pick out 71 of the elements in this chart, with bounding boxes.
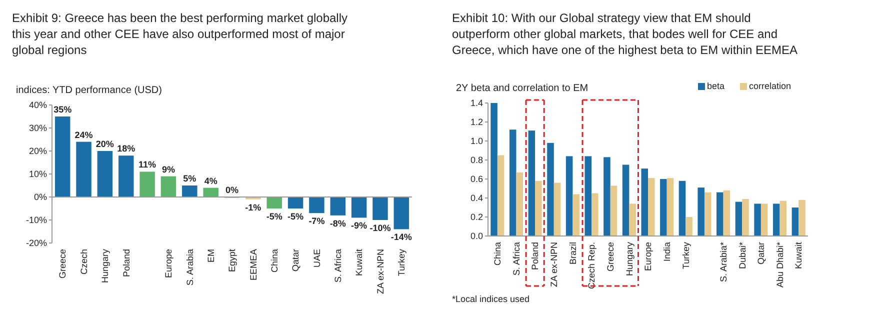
y-tick-label: 30% bbox=[28, 123, 47, 134]
data-label: 35% bbox=[54, 104, 72, 114]
data-label: -5% bbox=[288, 212, 304, 222]
x-tick-label: Czech bbox=[78, 249, 89, 275]
x-tick-label: Qatar bbox=[756, 242, 766, 265]
x-tick-label: S. Arabia* bbox=[718, 242, 728, 282]
y-tick-label: 0.8 bbox=[470, 155, 483, 166]
x-tick-label: EEMEA bbox=[248, 249, 258, 281]
x-tick-label: Turkey bbox=[680, 242, 691, 270]
y-tick-label: 20% bbox=[28, 146, 47, 156]
x-tick-label: China bbox=[492, 242, 503, 266]
data-label: -9% bbox=[351, 220, 368, 231]
data-label: 0% bbox=[225, 185, 239, 195]
data-label: 20% bbox=[96, 139, 114, 149]
x-tick-label: Egypt bbox=[227, 248, 238, 272]
x-tick-label: S. Africa bbox=[333, 249, 344, 283]
y-tick-label: 0.0 bbox=[470, 231, 483, 242]
data-label: -10% bbox=[370, 223, 391, 233]
y-tick-label: 0.2 bbox=[470, 212, 483, 222]
x-tick-label: Turkey bbox=[396, 248, 407, 276]
x-tick-label: Poland bbox=[121, 249, 132, 278]
y-tick-label: 0.6 bbox=[470, 174, 483, 184]
data-label: 11% bbox=[138, 160, 156, 170]
x-tick-label: Greece bbox=[58, 249, 68, 279]
x-tick-label: Europe bbox=[164, 249, 174, 278]
y-tick-label: 40% bbox=[28, 100, 47, 110]
y-tick-label: -20% bbox=[26, 238, 47, 248]
x-tick-label: Europe bbox=[643, 242, 654, 272]
data-label: 5% bbox=[183, 174, 196, 184]
x-tick-label: Qatar bbox=[290, 249, 301, 272]
x-tick-label: Kuwait bbox=[794, 242, 804, 270]
x-tick-label: ZA ex-NPN bbox=[375, 249, 386, 294]
chart-subtitle: 2Y beta and correlation to EM bbox=[456, 83, 588, 94]
y-tick-label: 1.4 bbox=[470, 98, 483, 108]
y-tick-label: 0.4 bbox=[470, 193, 483, 204]
data-label: 9% bbox=[162, 164, 175, 174]
data-label: 18% bbox=[117, 144, 136, 154]
x-tick-label: S. Africa bbox=[511, 242, 522, 276]
legend-label: beta bbox=[707, 81, 725, 91]
x-tick-label: S. Arabia bbox=[184, 249, 195, 286]
text: *Local indices used bbox=[452, 294, 530, 304]
data-label: 24% bbox=[74, 130, 93, 140]
x-tick-label: Poland bbox=[530, 242, 540, 270]
x-tick-label: ZA ex-NPN bbox=[549, 242, 560, 288]
x-tick-label: Brazil bbox=[568, 242, 578, 265]
data-label: -7% bbox=[308, 216, 325, 226]
x-tick-label: Hungary bbox=[100, 248, 110, 284]
x-tick-label: UAE bbox=[312, 249, 322, 268]
chart-title: Exhibit 9: Greece has been the best performing market globally this year and other CEE have also outperformed most of major global regions bbox=[12, 11, 348, 57]
data-label: -5% bbox=[266, 212, 282, 222]
x-tick-label: Dubai* bbox=[737, 242, 748, 270]
y-tick-label: 1.2 bbox=[470, 117, 483, 128]
chart-subtitle: indices: YTD performance (USD) bbox=[16, 85, 162, 96]
y-tick-label: 1.0 bbox=[470, 136, 483, 146]
x-tick-label: Abu Dhabi* bbox=[774, 242, 785, 288]
x-tick-label: Kuwait bbox=[354, 248, 364, 276]
x-tick-label: China bbox=[270, 249, 280, 273]
x-tick-label: Hungary bbox=[624, 242, 634, 276]
y-tick-label: 10% bbox=[28, 169, 47, 180]
x-tick-label: Greece bbox=[606, 242, 616, 272]
x-tick-label: EM bbox=[206, 249, 216, 262]
y-tick-label: 0% bbox=[34, 192, 47, 202]
x-tick-label: Czech Rep. bbox=[586, 242, 597, 290]
data-label: -1% bbox=[245, 202, 262, 212]
y-tick-label: -10% bbox=[26, 215, 47, 226]
legend-label: correlation bbox=[749, 81, 792, 91]
data-label: -8% bbox=[330, 218, 346, 228]
chart-title: Exhibit 10: With our Global strategy view that EM should outperform other global markets, that bodes well for CEE and Greece, which have one of the highest beta to EM within EEMEA bbox=[452, 11, 798, 57]
data-label: 4% bbox=[204, 176, 218, 186]
data-label: -14% bbox=[390, 232, 412, 242]
x-tick-label: India bbox=[662, 242, 672, 262]
